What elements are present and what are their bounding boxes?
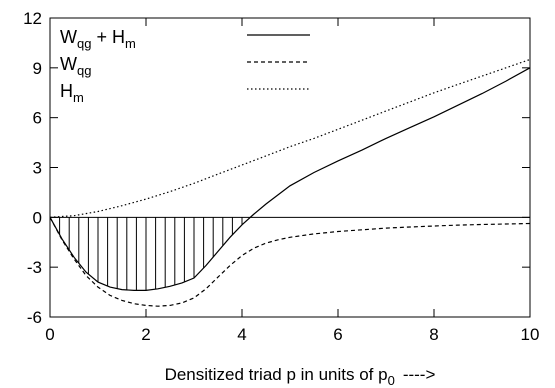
y-tick-label: 6 xyxy=(33,109,42,128)
series-line-dashed xyxy=(49,217,531,307)
legend-label: Hm xyxy=(60,81,84,105)
series-lines xyxy=(49,58,531,307)
y-tick-label: 3 xyxy=(33,159,42,178)
y-tick-label: 0 xyxy=(33,208,42,227)
y-tick-label: -3 xyxy=(27,258,42,277)
y-tick-label: 9 xyxy=(33,59,42,78)
series-line-dotted xyxy=(49,58,531,218)
x-axis-label-main: Densitized triad p in units of p xyxy=(165,365,388,384)
legend-label: Wqg xyxy=(60,54,91,78)
series-line-solid xyxy=(49,67,531,291)
x-tick-label: 0 xyxy=(45,325,54,344)
y-tick-label: -6 xyxy=(27,308,42,327)
legend: Wqg + Hm Wqg Hm xyxy=(60,27,310,105)
axis-ticks: 0 2 4 6 8 10 12 9 6 3 0 -3 -6 xyxy=(23,9,539,344)
x-axis-label: Densitized triad p in units of p0 ----> xyxy=(165,365,436,388)
plot-frame xyxy=(49,17,531,318)
x-tick-label: 6 xyxy=(333,325,342,344)
hatch-area xyxy=(59,217,243,291)
x-tick-label: 10 xyxy=(521,325,540,344)
x-tick-label: 4 xyxy=(237,325,246,344)
x-tick-label: 8 xyxy=(429,325,438,344)
y-tick-label: 12 xyxy=(23,9,42,28)
legend-label: Wqg + Hm xyxy=(60,27,136,51)
x-tick-label: 2 xyxy=(141,325,150,344)
x-axis-label-sub: 0 xyxy=(388,373,395,388)
x-axis-label-arrow: ----> xyxy=(403,365,436,384)
